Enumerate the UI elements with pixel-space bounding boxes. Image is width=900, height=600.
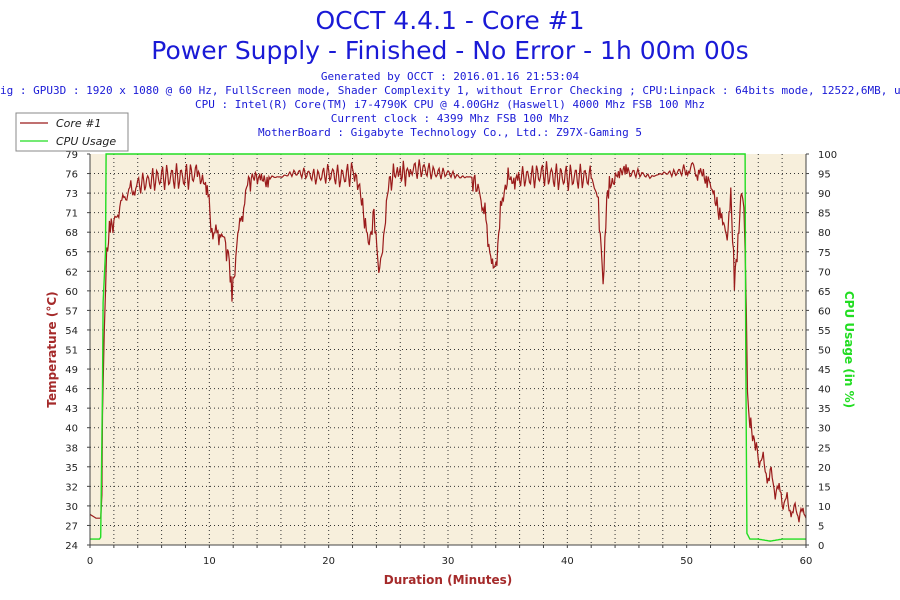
y2-tick-label: 30: [818, 424, 831, 435]
y2-tick-label: 10: [818, 502, 831, 513]
y-tick-label: 30: [65, 502, 78, 513]
y-tick-label: 24: [65, 541, 78, 552]
y2-tick-label: 35: [818, 404, 831, 415]
y-tick-label: 60: [65, 287, 78, 298]
x-tick-label: 40: [561, 556, 574, 567]
y2-tick-label: 45: [818, 365, 831, 376]
y-tick-label: 46: [65, 385, 78, 396]
series-group: [89, 153, 807, 542]
y2-tick-label: 5: [818, 521, 824, 532]
generated-info: Generated by OCCT : 2016.01.16 21:53:04: [320, 70, 580, 83]
y-tick-label: 43: [65, 404, 78, 415]
cpu-info: CPU : Intel(R) Core(TM) i7-4790K CPU @ 4…: [195, 98, 705, 111]
x-tick-label: 50: [680, 556, 693, 567]
y-tick-label: 40: [65, 424, 78, 435]
y-tick-label: 73: [65, 189, 78, 200]
axes-group: 0 10 20 30 40 50 60242730323538404346495154576…: [65, 150, 837, 567]
y2-tick-label: 20: [818, 463, 831, 474]
clock-info: Current clock : 4399 Mhz FSB 100 Mhz: [330, 112, 570, 125]
legend-box: [15, 112, 129, 152]
chart-title: OCCT 4.4.1 - Core #1: [315, 6, 585, 35]
y2-tick-label: 0: [818, 541, 824, 552]
y2-tick-label: 100: [818, 150, 837, 161]
legend-label-core: Core #1: [56, 117, 101, 130]
x-tick-label: 20: [322, 556, 335, 567]
y2-tick-label: 60: [818, 306, 831, 317]
x-tick-label: 10: [203, 556, 216, 567]
y2-tick-label: 90: [818, 189, 831, 200]
series-line-cpu-usage: [90, 153, 806, 542]
y2-tick-label: 75: [818, 248, 831, 259]
y-axis-title: Temperature (°C): [45, 291, 59, 407]
y2-tick-label: 80: [818, 228, 831, 239]
y-tick-label: 76: [65, 170, 78, 181]
y2-tick-label: 95: [818, 170, 831, 181]
config-info: ig : GPU3D : 1920 x 1080 @ 60 Hz, FullSc…: [0, 84, 900, 97]
chart-subtitle: Power Supply - Finished - No Error - 1h …: [151, 36, 749, 65]
x-tick-label: 0: [87, 556, 93, 567]
y-tick-label: 79: [65, 150, 78, 161]
y-tick-label: 51: [65, 346, 78, 357]
y-tick-label: 27: [65, 521, 78, 532]
legend: Core #1 CPU Usage: [15, 112, 129, 152]
y2-axis-title: CPU Usage (in %): [842, 291, 856, 408]
y-tick-label: 35: [65, 463, 78, 474]
legend-label-cpu-usage: CPU Usage: [56, 135, 116, 148]
y-tick-label: 54: [65, 326, 78, 337]
y-tick-label: 49: [65, 365, 78, 376]
y-tick-label: 68: [65, 228, 78, 239]
y2-tick-label: 40: [818, 385, 831, 396]
y-tick-label: 65: [65, 248, 78, 259]
y-tick-label: 32: [65, 482, 78, 493]
motherboard-info: MotherBoard : Gigabyte Technology Co., L…: [257, 126, 643, 139]
x-axis-title: Duration (Minutes): [384, 573, 512, 587]
y2-tick-label: 70: [818, 267, 831, 278]
y2-tick-label: 25: [818, 443, 831, 454]
y-tick-label: 62: [65, 267, 78, 278]
y-tick-label: 57: [65, 306, 78, 317]
y2-tick-label: 15: [818, 482, 831, 493]
y-tick-label: 71: [65, 209, 78, 220]
y2-tick-label: 55: [818, 326, 831, 337]
y2-tick-label: 85: [818, 209, 831, 220]
y2-tick-label: 65: [818, 287, 831, 298]
x-tick-label: 60: [800, 556, 813, 567]
series-line-core: [89, 159, 807, 523]
x-tick-label: 30: [442, 556, 455, 567]
y2-tick-label: 50: [818, 346, 831, 357]
y-tick-label: 38: [65, 443, 78, 454]
